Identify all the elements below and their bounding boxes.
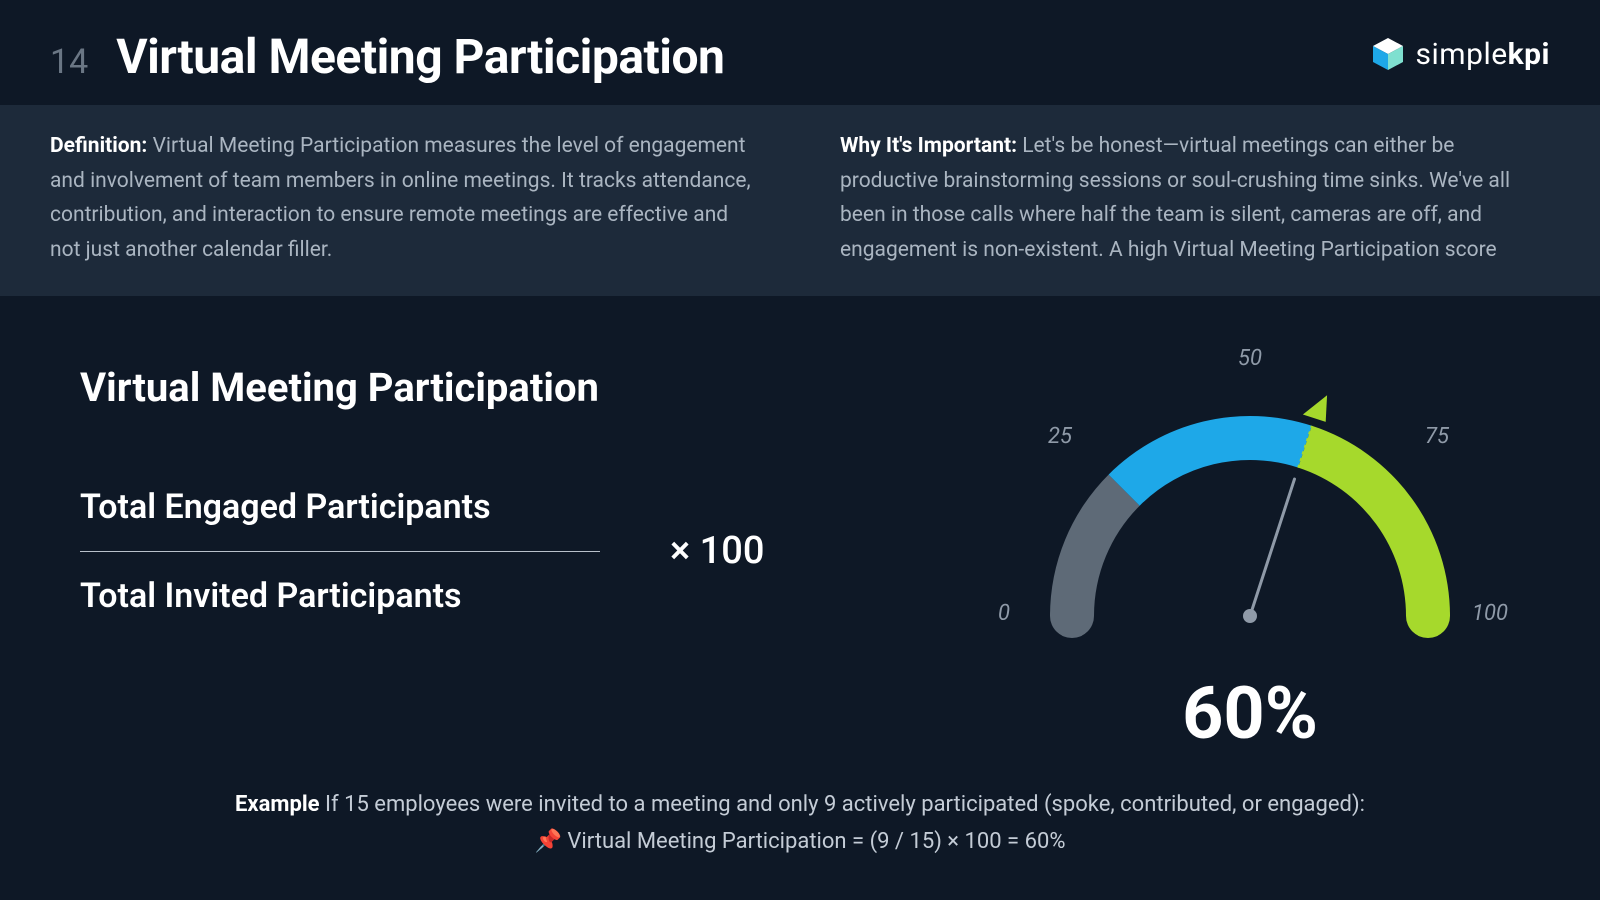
gauge-tick-100: 100 <box>1472 601 1508 626</box>
formula-denominator: Total Invited Participants <box>80 570 600 622</box>
definition-block: Definition: Virtual Meeting Participatio… <box>50 129 760 268</box>
page-title: Virtual Meeting Participation <box>116 28 724 85</box>
formula-panel: Virtual Meeting Participation Total Enga… <box>80 346 910 746</box>
formula-fraction: Total Engaged Participants Total Invited… <box>80 481 600 622</box>
example-label: Example <box>235 792 319 817</box>
gauge-value: 60% <box>970 671 1530 756</box>
definition-label: Definition: <box>50 134 147 158</box>
gauge-chart <box>970 346 1530 656</box>
example-line2: 📌 Virtual Meeting Participation = (9 / 1… <box>535 829 1066 854</box>
definition-text: Virtual Meeting Participation measures t… <box>50 134 751 262</box>
formula-multiply: × 100 <box>670 529 764 573</box>
fraction-bar <box>80 551 600 552</box>
content-row: Virtual Meeting Participation Total Enga… <box>0 296 1600 756</box>
brand-text: simplekpi <box>1416 37 1550 72</box>
importance-label: Why It's Important: <box>840 134 1017 158</box>
gauge-tick-50: 50 <box>1238 346 1262 371</box>
formula-row: Total Engaged Participants Total Invited… <box>80 481 910 622</box>
gauge-tick-0: 0 <box>998 601 1010 626</box>
example-line1: If 15 employees were invited to a meetin… <box>325 792 1365 817</box>
description-band: Definition: Virtual Meeting Participatio… <box>0 105 1600 296</box>
gauge-panel: 0 25 50 75 100 60% <box>970 346 1530 746</box>
example-block: Example If 15 employees were invited to … <box>0 756 1600 861</box>
brand-logo: simplekpi <box>1370 28 1550 72</box>
formula-numerator: Total Engaged Participants <box>80 481 600 533</box>
page-number: 14 <box>50 42 88 82</box>
gauge-tick-25: 25 <box>1048 424 1072 449</box>
header: 14 Virtual Meeting Participation simplek… <box>0 0 1600 105</box>
importance-block: Why It's Important: Let's be honest—virt… <box>840 129 1550 268</box>
cube-icon <box>1370 36 1406 72</box>
gauge-tick-75: 75 <box>1425 424 1449 449</box>
title-group: 14 Virtual Meeting Participation <box>50 28 724 85</box>
formula-heading: Virtual Meeting Participation <box>80 364 910 411</box>
